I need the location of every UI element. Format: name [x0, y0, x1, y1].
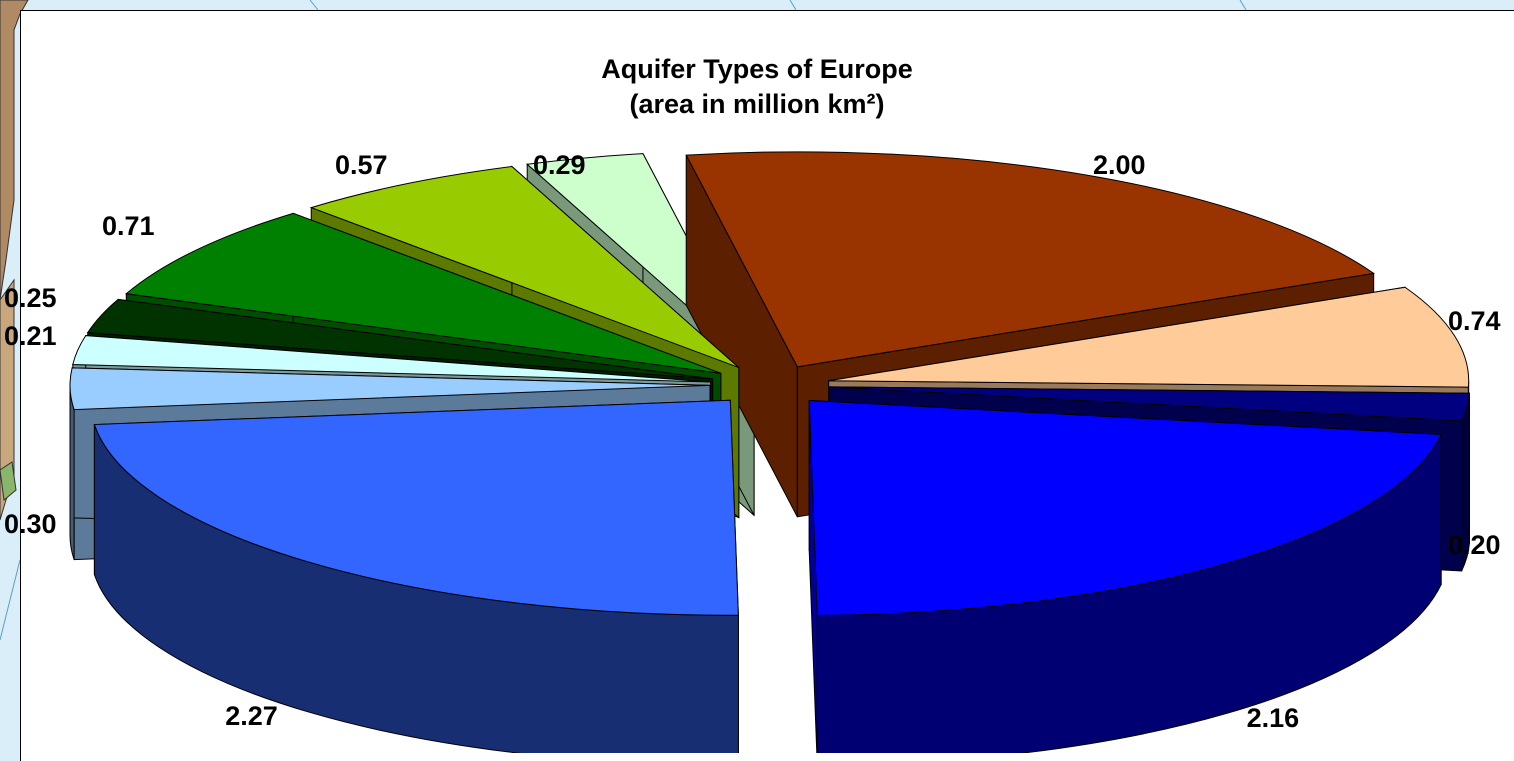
data-label-7: 0.25	[4, 283, 57, 313]
data-label-3: 2.16	[1247, 703, 1300, 733]
pie-slice-5-rim-0	[70, 385, 74, 559]
data-label-6: 0.21	[4, 321, 57, 351]
data-label-0: 2.00	[1093, 150, 1146, 180]
chart-title: Aquifer Types of Europe	[0, 53, 1514, 85]
data-label-8: 0.71	[102, 211, 155, 241]
chart-subtitle: (area in million km²)	[0, 88, 1514, 120]
data-label-10: 0.29	[533, 150, 586, 180]
pie-slice-4	[94, 400, 738, 753]
data-label-4: 2.27	[225, 701, 278, 731]
data-label-1: 0.74	[1448, 306, 1501, 336]
data-label-2: 0.20	[1448, 530, 1501, 560]
data-label-9: 0.57	[335, 150, 388, 180]
pie-slice-3	[809, 400, 1441, 753]
data-label-5: 0.30	[4, 509, 57, 539]
